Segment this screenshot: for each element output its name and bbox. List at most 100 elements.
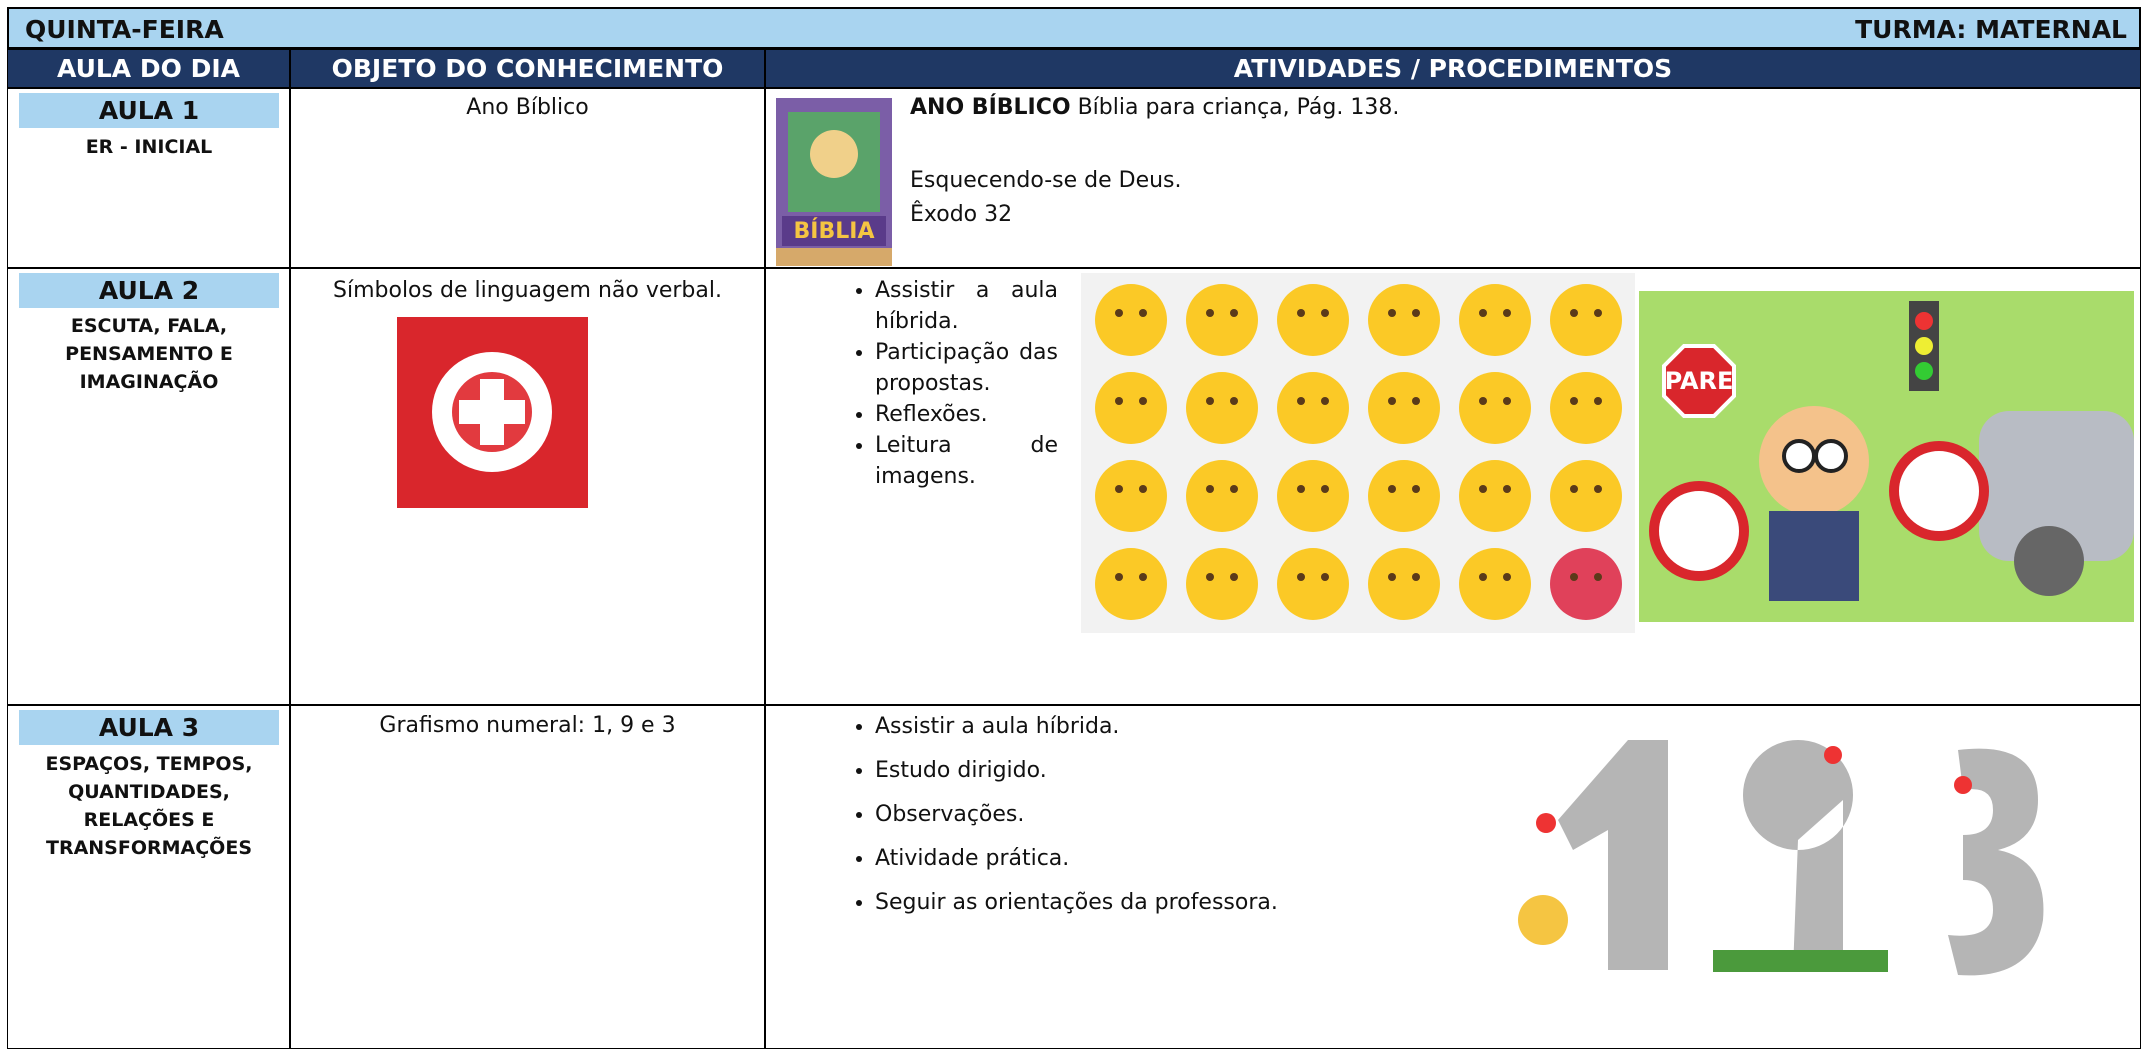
emoji-eye	[1570, 573, 1578, 581]
emoji-eye	[1321, 485, 1329, 493]
activity-item: Atividade prática.	[875, 837, 1278, 881]
numbers-image	[1518, 740, 2044, 976]
emoji-eye	[1321, 397, 1329, 405]
emoji-eye	[1388, 397, 1396, 405]
activity-item: Observações.	[875, 793, 1278, 837]
emoji-eye	[1115, 573, 1123, 581]
column-header: OBJETO DO CONHECIMENTO	[290, 49, 765, 88]
activity-item: Estudo dirigido.	[875, 749, 1278, 793]
activity-desc: Bíblia para criança, Pág. 138.	[1077, 95, 1400, 120]
emoji-eye	[1479, 397, 1487, 405]
emoji-image	[1081, 273, 1635, 633]
object: Símbolos de linguagem não verbal.	[333, 278, 722, 303]
emoji	[1368, 284, 1440, 356]
emoji-eye	[1479, 309, 1487, 317]
emoji-eye	[1230, 309, 1238, 317]
emoji	[1186, 284, 1258, 356]
cell	[290, 705, 765, 1049]
activity-list: Assistir a aula híbrida.Estudo dirigido.…	[833, 705, 1278, 925]
emoji-eye	[1503, 573, 1511, 581]
class: TURMA: MATERNAL	[1855, 15, 2127, 44]
emoji-eye	[1230, 397, 1238, 405]
emoji-eye	[1594, 309, 1602, 317]
emoji-eye	[1412, 573, 1420, 581]
emoji	[1459, 548, 1531, 620]
emoji-eye	[1388, 309, 1396, 317]
object: Ano Bíblico	[466, 95, 589, 120]
activity-line: Êxodo 32	[910, 202, 1013, 227]
cell	[7, 88, 290, 268]
emoji-eye	[1594, 485, 1602, 493]
area: ESPAÇOS, TEMPOS, QUANTIDADES, RELAÇÕES E…	[45, 753, 253, 859]
bible-cover: BÍBLIA	[776, 98, 892, 266]
emoji	[1186, 548, 1258, 620]
first-aid-image	[397, 317, 588, 508]
day: QUINTA-FEIRA	[25, 15, 224, 44]
emoji	[1095, 548, 1167, 620]
emoji	[1459, 460, 1531, 532]
emoji-eye	[1412, 397, 1420, 405]
activity-item: Reflexões.	[875, 399, 1058, 430]
emoji	[1186, 372, 1258, 444]
emoji-eye	[1412, 309, 1420, 317]
emoji-eye	[1479, 485, 1487, 493]
activity-item: Leitura de imagens.	[875, 430, 1058, 492]
column-header: ATIVIDADES / PROCEDIMENTOS	[765, 49, 2141, 88]
activity-item: Assistir a aula híbrida.	[875, 275, 1058, 337]
column-header: AULA DO DIA	[7, 49, 290, 88]
lesson: AULA 3	[19, 710, 279, 745]
emoji-eye	[1570, 485, 1578, 493]
emoji-eye	[1139, 397, 1147, 405]
emoji-eye	[1206, 397, 1214, 405]
emoji-eye	[1594, 397, 1602, 405]
emoji	[1095, 460, 1167, 532]
emoji	[1277, 372, 1349, 444]
emoji-eye	[1230, 485, 1238, 493]
emoji	[1095, 284, 1167, 356]
object: Grafismo numeral: 1, 9 e 3	[379, 713, 676, 738]
emoji-eye	[1479, 573, 1487, 581]
lesson: AULA 2	[19, 273, 279, 308]
activity-title: ANO BÍBLICO	[910, 95, 1071, 120]
area: ESCUTA, FALA, PENSAMENTO E IMAGINAÇÃO	[65, 315, 233, 393]
emoji-eye	[1503, 309, 1511, 317]
cell	[290, 268, 765, 705]
emoji	[1368, 372, 1440, 444]
emoji-eye	[1321, 573, 1329, 581]
area: ER - INICIAL	[85, 136, 213, 158]
emoji-eye	[1139, 485, 1147, 493]
emoji-eye	[1594, 573, 1602, 581]
stop-sign: PARE	[1665, 367, 1734, 395]
emoji-eye	[1206, 573, 1214, 581]
emoji	[1550, 284, 1622, 356]
cover-title: BÍBLIA	[794, 218, 875, 244]
emoji-eye	[1503, 485, 1511, 493]
cell	[765, 268, 2141, 705]
emoji	[1459, 372, 1531, 444]
emoji-eye	[1570, 397, 1578, 405]
activity-item: Seguir as orientações da professora.	[875, 881, 1278, 925]
emoji-eye	[1388, 573, 1396, 581]
emoji-eye	[1297, 397, 1305, 405]
emoji	[1277, 460, 1349, 532]
emoji-eye	[1297, 573, 1305, 581]
emoji-eye	[1412, 485, 1420, 493]
emoji-eye	[1115, 309, 1123, 317]
emoji	[1550, 372, 1622, 444]
emoji-eye	[1388, 485, 1396, 493]
traffic-image: PARE	[1639, 291, 2134, 622]
activity-item: Participação das propostas.	[875, 337, 1058, 399]
emoji	[1095, 372, 1167, 444]
emoji-eye	[1297, 485, 1305, 493]
cell	[290, 88, 765, 268]
cell	[765, 88, 2141, 268]
activity-item: Assistir a aula híbrida.	[875, 705, 1278, 749]
emoji-eye	[1115, 485, 1123, 493]
emoji-eye	[1139, 309, 1147, 317]
emoji-eye	[1230, 573, 1238, 581]
emoji	[1277, 548, 1349, 620]
emoji-eye	[1503, 397, 1511, 405]
emoji	[1368, 460, 1440, 532]
